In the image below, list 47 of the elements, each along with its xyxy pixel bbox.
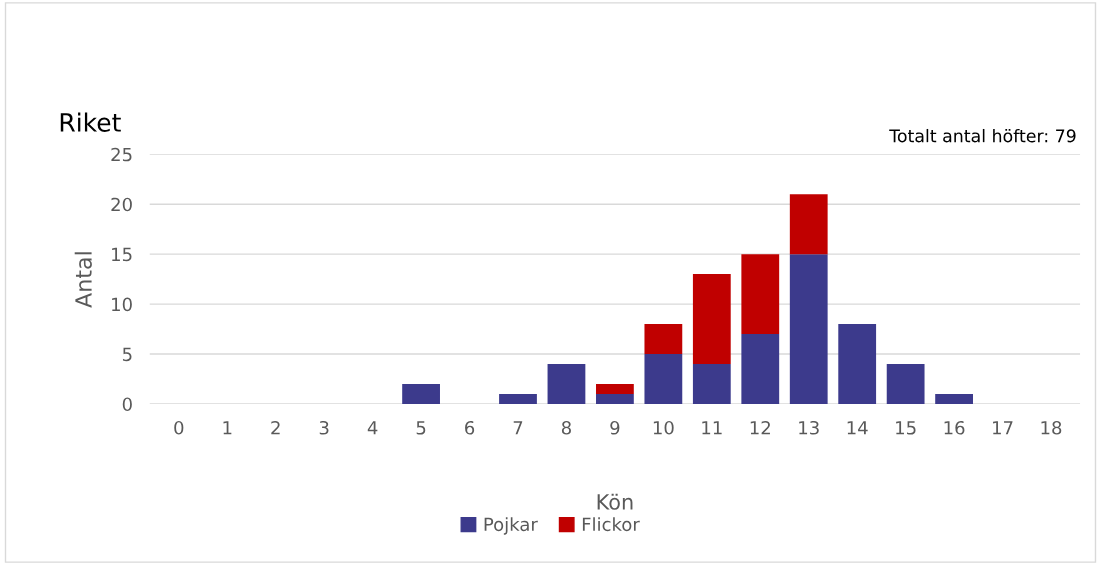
bar [838, 324, 877, 404]
bar [789, 254, 828, 404]
y-axis-title: Antal [74, 252, 92, 308]
legend-label: Pojkar [484, 517, 538, 535]
x-axis-title: Kön [597, 493, 633, 510]
y-tick-label: 0 [122, 397, 132, 412]
bar [692, 274, 731, 365]
x-tick-label: 0 [174, 420, 184, 435]
x-tick-label: 9 [610, 420, 620, 435]
x-tick-label: 2 [271, 420, 280, 435]
x-tick-label: 14 [847, 421, 868, 435]
x-tick-label: 5 [416, 421, 426, 435]
bar [402, 384, 440, 404]
x-tick-label: 15 [896, 421, 916, 435]
y-tick-label: 20 [111, 197, 132, 212]
x-tick-label: 12 [750, 420, 770, 435]
x-tick-label: 1 [223, 421, 232, 435]
x-tick-label: 7 [513, 421, 523, 435]
chart-title: Riket [60, 112, 121, 132]
bar [886, 364, 925, 404]
y-tick-label: 15 [112, 247, 132, 262]
x-tick-label: 8 [561, 420, 571, 435]
x-tick-label: 6 [465, 420, 475, 435]
bar [547, 364, 586, 404]
bar [499, 393, 537, 404]
bar [741, 254, 780, 335]
bar [935, 393, 973, 404]
x-tick-label: 13 [799, 420, 819, 435]
x-tick-label: 16 [944, 420, 965, 435]
x-tick-label: 11 [702, 421, 722, 435]
bar [692, 364, 731, 404]
x-tick-label: 17 [993, 421, 1013, 435]
y-tick-label: 5 [122, 347, 132, 362]
x-tick-label: 10 [653, 420, 674, 435]
x-tick-label: 3 [319, 420, 329, 435]
bar [741, 334, 780, 404]
bar [644, 354, 683, 404]
bar [644, 324, 683, 355]
bar [596, 384, 634, 394]
y-tick-label: 25 [111, 147, 132, 162]
bar [789, 194, 828, 255]
text: Totalt antal höfter: 79 [889, 128, 1076, 143]
y-tick-label: 10 [112, 297, 132, 312]
x-tick-label: 18 [1041, 420, 1062, 435]
bar [596, 393, 634, 404]
legend-label: Flickor [582, 517, 640, 532]
x-tick-label: 4 [367, 421, 378, 435]
